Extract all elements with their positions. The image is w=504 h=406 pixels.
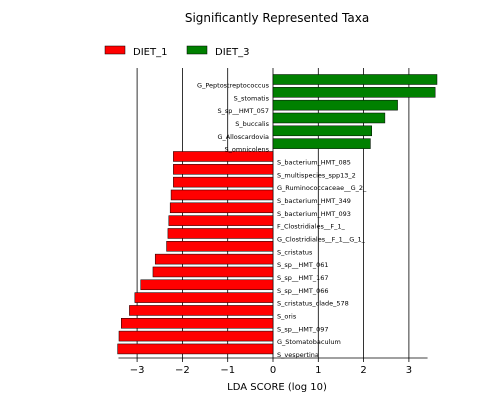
x-tick-label: −1	[220, 365, 235, 376]
bar-label: G_Peptostreptococcus	[197, 82, 270, 90]
bar-label: S_stomatis	[234, 94, 270, 102]
bar-label: S_bacterium_HMT_085	[277, 158, 351, 166]
bar	[129, 305, 274, 316]
x-axis: −3 −2 −1 0 1 2 3	[118, 357, 428, 376]
bar	[170, 189, 274, 201]
bar-label: S_sp__HMT_066	[277, 287, 329, 295]
bar	[134, 292, 274, 303]
bar-label: G_Alloscardovia	[217, 133, 269, 141]
x-tick-label: −3	[130, 365, 145, 376]
bar-label: S_sp__HMT_167	[277, 274, 329, 282]
x-tick-label: 3	[406, 365, 412, 376]
x-tick-label: 0	[270, 365, 276, 376]
bar-label: S_sp__HMT_061	[277, 261, 329, 269]
bar-label: S_cristatus	[277, 248, 313, 256]
bar-label: S_oris	[277, 312, 297, 320]
bar-label: G_Clostridiales__F_1__G_1_	[277, 235, 366, 243]
x-tick-label: −2	[175, 365, 190, 376]
legend-swatch-diet-3	[186, 45, 208, 55]
bar-label: G_Ruminococcaceae__G_2_	[277, 184, 367, 192]
bar	[169, 202, 274, 214]
x-axis-title: LDA SCORE (log 10)	[227, 382, 327, 393]
bar-label: G_Stomatobaculum	[277, 338, 341, 346]
bar-label: S_sp__HMT_097	[277, 325, 329, 333]
bar	[168, 215, 274, 226]
bar-label: S_bacterium_HMT_349	[277, 197, 351, 205]
bar	[152, 266, 274, 278]
legend-label-diet-3: DIET_3	[215, 47, 249, 58]
bar-label: S_buccalis	[235, 120, 269, 128]
bar	[272, 87, 436, 98]
chart-legend: DIET_1 DIET_3	[104, 45, 249, 58]
bar	[167, 228, 274, 239]
bar	[140, 279, 274, 291]
bar-label: S_cristatus_clade_578	[277, 300, 349, 308]
bar	[272, 74, 438, 85]
bar-label: S_omnicolens	[225, 146, 270, 154]
bar	[173, 151, 274, 162]
bar	[154, 253, 274, 265]
legend-label-diet-1: DIET_1	[133, 47, 167, 58]
bar	[166, 241, 274, 252]
chart-title: Significantly Represented Taxa	[185, 11, 369, 25]
bar-label: S_bacterium_HMT_093	[277, 210, 351, 218]
bar	[272, 112, 386, 124]
bar-label: F_Clostridiales__F_1_	[277, 223, 345, 231]
x-tick-label: 1	[315, 365, 321, 376]
bars	[117, 74, 438, 355]
bar	[272, 138, 371, 149]
bar-label: S_vespertina	[277, 351, 319, 359]
bar	[173, 164, 274, 175]
bar	[118, 330, 274, 342]
bar	[117, 343, 274, 355]
bar	[173, 176, 274, 188]
x-tick-label: 2	[360, 365, 366, 376]
bar-label: S_multispecies_spp13_2	[277, 171, 356, 179]
bar	[272, 125, 373, 137]
bar-labels: G_Peptostreptococcus S_stomatis S_sp__HMT_…	[197, 82, 367, 359]
bar	[120, 318, 274, 329]
legend-swatch-diet-1	[104, 45, 126, 55]
bar	[272, 99, 398, 111]
bar-label: S_sp__HMT_057	[217, 107, 269, 115]
